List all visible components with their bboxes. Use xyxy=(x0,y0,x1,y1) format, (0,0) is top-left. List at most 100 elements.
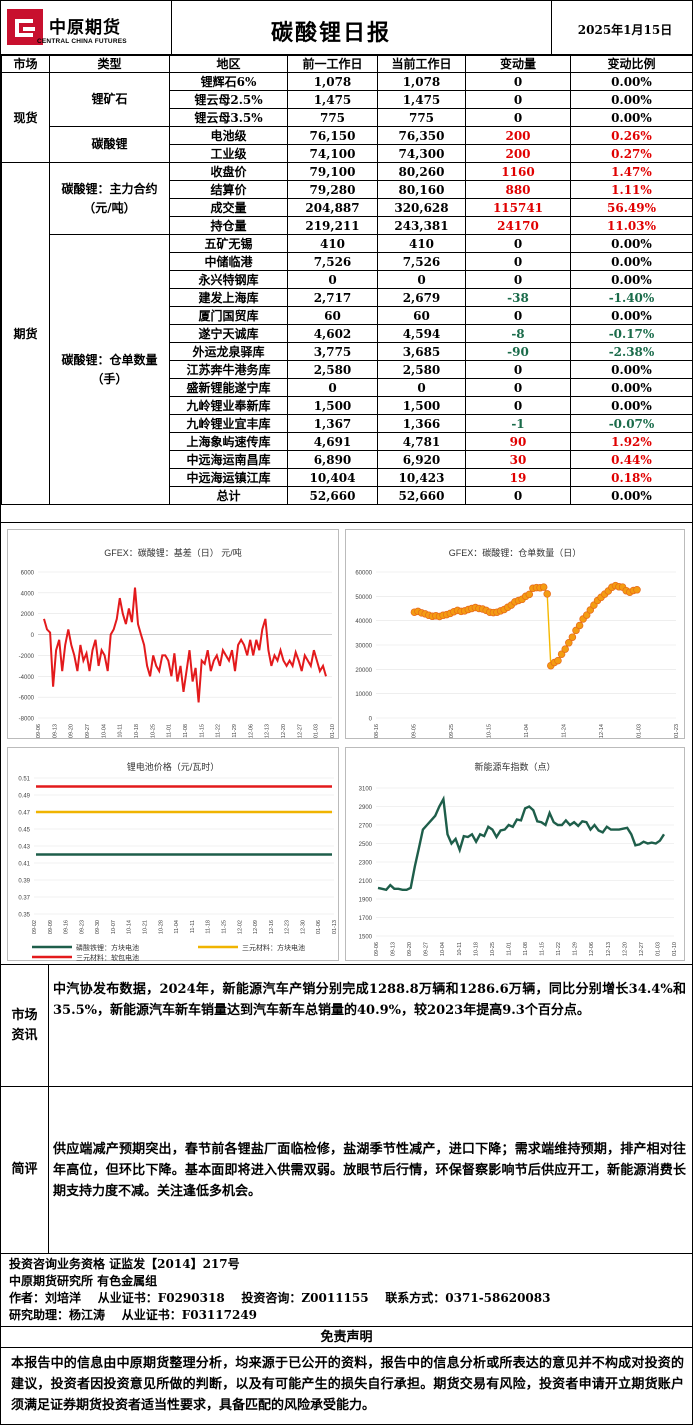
table-cell: 0 xyxy=(465,234,571,253)
x-tick-label: 12-06 xyxy=(248,724,254,738)
col-header: 变动量 xyxy=(465,55,571,73)
y-tick-label: 2300 xyxy=(359,861,373,867)
table-cell: 上海象屿速传库 xyxy=(169,432,288,451)
table-cell: 遂宁天诚库 xyxy=(169,324,288,343)
report-date: 2025年1月15日 xyxy=(577,23,673,37)
x-tick-label: 10-15 xyxy=(487,724,493,738)
x-tick-label: 12-30 xyxy=(300,920,306,934)
x-tick-label: 12-13 xyxy=(606,942,612,956)
category-cell: 锂矿石 xyxy=(49,72,170,127)
table-cell: 收盘价 xyxy=(169,162,288,181)
warrant-chart-plot: 60000 50000 40000 30000 20000 10000 008-16 09-0… xyxy=(355,571,680,739)
table-cell: 0 xyxy=(465,486,571,505)
battery-price-chart-plot: 0.510.490.470.450.430.410.390.370.3509-0… xyxy=(18,777,338,963)
x-tick-label: 10-25 xyxy=(490,942,496,956)
table-cell: 775 xyxy=(287,108,378,127)
table-cell: 74,100 xyxy=(287,144,378,163)
table-cell: 60 xyxy=(377,306,466,325)
report-header: 中原期货 CENTRAL CHINA FUTURES 碳酸锂日报 2025年1月… xyxy=(1,1,692,55)
table-cell: 0.00% xyxy=(570,234,693,253)
x-tick-label: 11-15 xyxy=(540,942,546,956)
chart-title: GFEX：碳酸锂：仓单数量（日） xyxy=(448,548,582,558)
table-cell: 3,775 xyxy=(287,342,378,361)
chart-title: 锂电池价格（元/瓦时） xyxy=(126,762,220,772)
assistant-line: 研究助理：杨江涛 从业证书：F03117249 xyxy=(9,1308,258,1322)
table-cell: 0.44% xyxy=(570,450,693,469)
y-tick-label: -8000 xyxy=(19,717,35,723)
table-cell: 0 xyxy=(465,252,571,271)
table-cell: 0 xyxy=(465,270,571,289)
table-cell: 11.03% xyxy=(570,216,693,235)
y-tick-label: 1500 xyxy=(359,935,373,941)
x-tick-label: 11-22 xyxy=(556,942,562,956)
table-cell: 0 xyxy=(377,378,466,397)
table-cell: 锂辉石6% xyxy=(169,72,288,91)
table-cell: 0.00% xyxy=(570,252,693,271)
y-tick-label: 1700 xyxy=(359,916,373,922)
category-cell: 碳酸锂：仓单数量（手） xyxy=(49,234,170,505)
table-cell: 江苏奔牛港务库 xyxy=(169,360,288,379)
table-cell: 115741 xyxy=(465,198,571,217)
table-row: 中储临港 7,526 7,526 0 0.00% xyxy=(2,252,693,271)
table-row: 江苏奔牛港务库 2,580 2,580 0 0.00% xyxy=(2,360,693,379)
market-news-text: 中汽协发布数据，2024年，新能源汽车产销分别完成1288.8万辆和1286.6… xyxy=(53,982,686,1018)
warrant-chart: GFEX：碳酸锂：仓单数量（日） 60000 50000 40000 30000 200… xyxy=(345,529,685,739)
table-cell: 0 xyxy=(377,270,466,289)
x-tick-label: 09-27 xyxy=(85,724,91,738)
y-tick-label: 0.51 xyxy=(18,777,30,783)
chart-title: 新能源车指数（点） xyxy=(474,762,556,772)
warrant-point xyxy=(582,611,591,619)
table-cell: -0.07% xyxy=(570,414,693,433)
table-cell: 1.47% xyxy=(570,162,693,181)
table-cell: 结算价 xyxy=(169,180,288,199)
y-tick-label: 2500 xyxy=(359,842,373,848)
table-cell: 410 xyxy=(377,234,466,253)
table-cell: 219,211 xyxy=(287,216,378,235)
table-cell: 电池级 xyxy=(169,126,288,145)
table-cell: 中储临港 xyxy=(169,252,288,271)
y-tick-label: 6000 xyxy=(21,571,35,577)
table-row: 持仓量 219,211 243,381 24170 11.03% xyxy=(2,216,693,235)
table-cell: 工业级 xyxy=(169,144,288,163)
warrant-point xyxy=(575,621,584,630)
x-tick-label: 12-27 xyxy=(297,724,303,738)
x-tick-label: 11-08 xyxy=(183,724,189,738)
y-tick-label: 30000 xyxy=(355,644,372,650)
table-cell: 0 xyxy=(465,90,571,109)
table-row: 总计 52,660 52,660 0 0.00% xyxy=(2,486,693,505)
market-cell: 期货 xyxy=(1,162,50,505)
table-cell: 0.00% xyxy=(570,90,693,109)
table-cell: 52,660 xyxy=(287,486,378,505)
warrant-point xyxy=(554,656,562,665)
table-cell: -0.17% xyxy=(570,324,693,343)
table-cell: 九岭锂业奉新库 xyxy=(169,396,288,415)
table-cell: 19 xyxy=(465,468,571,487)
legend-label: 磷酸铁锂：方块电池 xyxy=(76,943,139,952)
table-cell: 0.27% xyxy=(570,144,693,163)
table-row: 中远海运南昌库 6,890 6,920 30 0.44% xyxy=(2,450,693,469)
x-tick-label: 10-18 xyxy=(134,724,140,738)
y-tick-label: 0 xyxy=(31,633,35,639)
table-cell: 总计 xyxy=(169,486,288,505)
table-cell: 成交量 xyxy=(169,198,288,217)
x-tick-label: 09-20 xyxy=(407,942,413,956)
table-cell: 1,475 xyxy=(287,90,378,109)
y-tick-label: 2000 xyxy=(21,612,35,618)
x-tick-label: 11-08 xyxy=(523,942,529,956)
logo-emblem-icon xyxy=(7,9,43,45)
table-cell: 320,628 xyxy=(377,198,466,217)
table-cell: 4,781 xyxy=(377,432,466,451)
x-tick-label: 09-16 xyxy=(64,920,70,934)
x-tick-label: 11-01 xyxy=(506,942,512,956)
y-tick-label: 0.43 xyxy=(18,845,30,851)
x-tick-label: 10-14 xyxy=(127,920,133,934)
table-cell: 0.00% xyxy=(570,396,693,415)
table-cell: 2,580 xyxy=(377,360,466,379)
col-header: 变动比例 xyxy=(570,55,693,73)
market-news-label: 市场资讯 xyxy=(1,965,49,1086)
x-tick-label: 09-13 xyxy=(391,942,397,956)
legend-label: 三元材料：方块电池 xyxy=(242,943,305,952)
table-cell: -1 xyxy=(465,414,571,433)
x-tick-label: 09-05 xyxy=(412,724,418,738)
